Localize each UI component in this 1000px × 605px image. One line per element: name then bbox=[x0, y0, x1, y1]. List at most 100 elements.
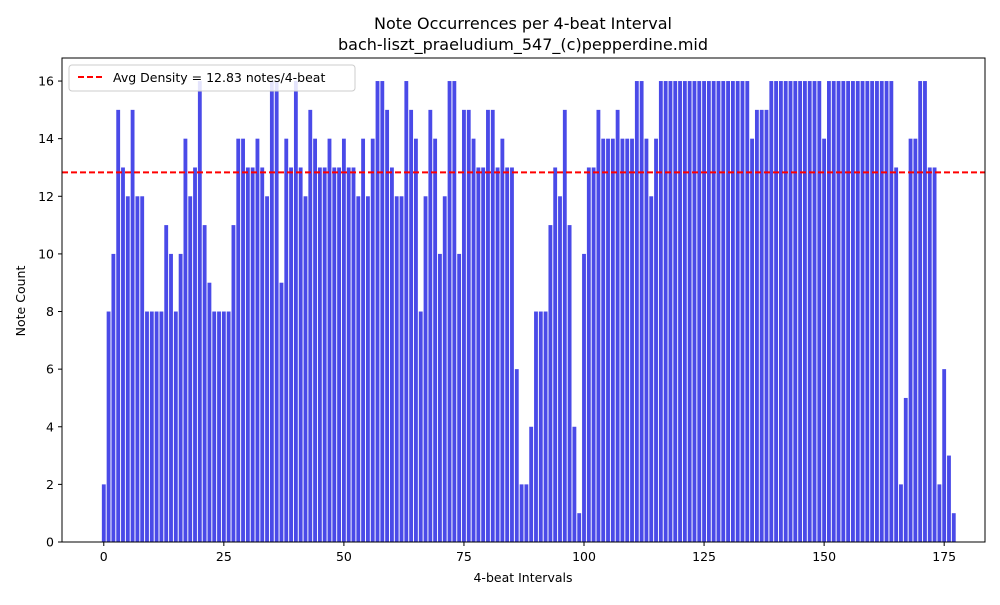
bar bbox=[889, 81, 894, 543]
bar bbox=[918, 81, 923, 543]
bar bbox=[481, 167, 486, 543]
bar bbox=[769, 81, 774, 543]
bar bbox=[942, 369, 947, 542]
bar bbox=[875, 81, 879, 543]
axes bbox=[61, 57, 986, 543]
bar bbox=[687, 81, 692, 543]
bar bbox=[457, 253, 462, 542]
bar bbox=[529, 426, 534, 542]
bar bbox=[706, 81, 711, 543]
bar bbox=[510, 167, 514, 543]
y-axis-ticks: 0 2 4 6 8 10 12 14 16 bbox=[38, 74, 62, 550]
bar bbox=[442, 196, 447, 543]
bar bbox=[807, 81, 812, 543]
bar bbox=[750, 138, 755, 543]
bar bbox=[831, 81, 836, 543]
bar bbox=[289, 167, 293, 543]
bar bbox=[802, 81, 807, 543]
bar bbox=[217, 311, 221, 542]
bar bbox=[644, 138, 649, 543]
bar bbox=[495, 167, 500, 543]
bar bbox=[188, 196, 193, 543]
bar bbox=[923, 81, 927, 543]
x-tick-label: 25 bbox=[216, 549, 232, 564]
bar bbox=[486, 109, 490, 543]
bar bbox=[894, 167, 899, 543]
bar bbox=[601, 138, 606, 543]
bar bbox=[836, 81, 841, 543]
y-tick-label: 6 bbox=[46, 362, 54, 377]
x-tick-label: 100 bbox=[572, 549, 596, 564]
bar bbox=[899, 484, 903, 542]
bar bbox=[615, 109, 620, 543]
bar bbox=[908, 138, 913, 543]
bar bbox=[418, 311, 423, 542]
bar bbox=[370, 138, 375, 543]
bar bbox=[649, 196, 654, 543]
bar bbox=[130, 109, 135, 543]
bar bbox=[298, 167, 303, 543]
bar bbox=[514, 369, 519, 542]
x-axis-label: 4-beat Intervals bbox=[473, 570, 572, 585]
bar bbox=[284, 138, 289, 543]
bar bbox=[471, 138, 476, 543]
bar bbox=[159, 311, 164, 542]
bar bbox=[255, 138, 260, 543]
bar bbox=[385, 109, 390, 543]
bar bbox=[236, 138, 241, 543]
bar bbox=[125, 196, 130, 543]
bar bbox=[438, 253, 442, 542]
bar bbox=[346, 167, 351, 543]
bar bbox=[505, 167, 510, 543]
bar bbox=[798, 81, 803, 543]
bar bbox=[870, 81, 875, 543]
bar bbox=[678, 81, 682, 543]
bar bbox=[183, 138, 188, 543]
bar bbox=[303, 196, 308, 543]
bar bbox=[327, 138, 332, 543]
bar bbox=[169, 253, 173, 542]
bar bbox=[245, 167, 250, 543]
bar bbox=[884, 81, 889, 543]
bar-series bbox=[101, 81, 956, 543]
bar bbox=[466, 109, 471, 543]
bar bbox=[654, 138, 658, 543]
bar bbox=[212, 311, 217, 542]
bar bbox=[500, 138, 505, 543]
bar bbox=[380, 81, 385, 543]
bar bbox=[822, 138, 827, 543]
bar bbox=[490, 109, 495, 543]
bar bbox=[783, 81, 788, 543]
bar bbox=[577, 513, 582, 542]
bar bbox=[827, 81, 831, 543]
bar bbox=[582, 253, 586, 542]
bar bbox=[567, 225, 572, 542]
bar bbox=[308, 109, 313, 543]
x-axis-ticks: 0 25 50 75 100 125 150 175 bbox=[100, 542, 956, 564]
bar bbox=[754, 109, 759, 543]
chart-subtitle: bach-liszt_praeludium_547_(c)pepperdine.… bbox=[338, 35, 708, 55]
bar bbox=[241, 138, 245, 543]
bar bbox=[702, 81, 706, 543]
bar bbox=[202, 225, 207, 542]
bar bbox=[841, 81, 846, 543]
bar bbox=[361, 138, 366, 543]
bar bbox=[730, 81, 735, 543]
bar bbox=[279, 282, 284, 542]
bar bbox=[937, 484, 942, 542]
y-tick-label: 8 bbox=[46, 304, 54, 319]
bar bbox=[265, 196, 269, 543]
bar bbox=[534, 311, 538, 542]
bar bbox=[721, 81, 726, 543]
bar bbox=[745, 81, 750, 543]
bar bbox=[317, 167, 322, 543]
y-tick-label: 0 bbox=[46, 535, 54, 550]
bar bbox=[154, 311, 159, 542]
y-tick-label: 14 bbox=[38, 131, 54, 146]
bar bbox=[774, 81, 779, 543]
y-tick-label: 10 bbox=[38, 246, 54, 261]
x-tick-label: 150 bbox=[812, 549, 836, 564]
bar bbox=[390, 167, 394, 543]
bar bbox=[351, 167, 356, 543]
bar bbox=[543, 311, 548, 542]
